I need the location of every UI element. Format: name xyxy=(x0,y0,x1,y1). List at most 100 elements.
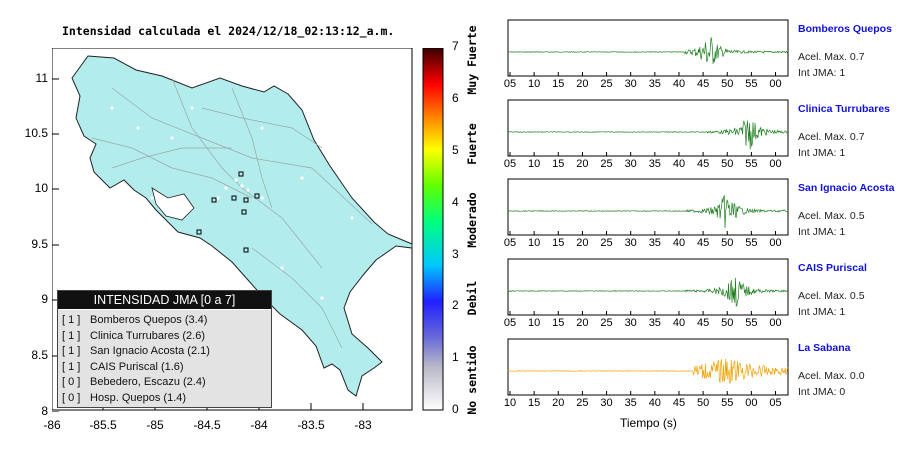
waveform-tick-label: 55 xyxy=(721,397,734,409)
legend-station-name: Hosp. Quepos (1.4) xyxy=(87,391,187,404)
waveform-tick-label: 50 xyxy=(721,317,734,329)
waveform-tick-label: 10 xyxy=(503,397,517,409)
station-jma-intensity: Int JMA: 0 xyxy=(798,386,846,398)
map-x-tick-label: -85 xyxy=(146,418,164,432)
legend-row: [ 0 ] Bebedero, Escazu (2.4) xyxy=(62,375,271,391)
waveform-tick-label: 35 xyxy=(648,78,661,90)
waveform-tick-label: 45 xyxy=(696,78,710,90)
waveform-tick-label: 05 xyxy=(503,78,517,90)
waveform-tick-label: 30 xyxy=(624,78,637,90)
waveform-tick-label: 05 xyxy=(503,237,517,249)
map-y-tick-label: 8 xyxy=(41,404,48,418)
station-name: Bomberos Quepos xyxy=(798,23,892,35)
map-title: Intensidad calculada el 2024/12/18_02:13… xyxy=(62,24,395,38)
colorbar-tick-label: 3 xyxy=(452,246,459,261)
waveform-tick-label: 15 xyxy=(528,397,541,409)
colorbar-category-label: Debil xyxy=(465,280,479,316)
map-y-tick-label: 8.5 xyxy=(31,348,48,362)
waveform-tick-label: 25 xyxy=(600,158,613,170)
costa-rica-landmass xyxy=(71,55,413,397)
station-name: La Sabana xyxy=(798,342,851,354)
map-y-tick-label: 9 xyxy=(41,292,48,306)
waveform-tick-label: 30 xyxy=(624,237,637,249)
map-x-tick-label: -84 xyxy=(250,418,268,432)
station-name: Clinica Turrubares xyxy=(798,103,890,115)
waveform-tick-label: 05 xyxy=(503,317,517,329)
waveform-tick-label: 40 xyxy=(672,317,686,329)
waveform-tick-label: 05 xyxy=(769,397,782,409)
waveform-tick-label: 20 xyxy=(576,78,589,90)
waveform-tick-label: 25 xyxy=(600,317,613,329)
colorbar-category-label: No sentido xyxy=(465,345,479,415)
station-info: Bomberos Quepos Acel. Max. 0.7 Int JMA: 1 xyxy=(798,23,892,81)
station-marker xyxy=(254,193,260,199)
waveform-tick-label: 15 xyxy=(552,317,565,329)
legend-station-name: San Ignacio Acosta (2.1) xyxy=(87,345,210,357)
legend-header: INTENSIDAD JMA [0 a 7] xyxy=(58,291,271,309)
waveform-panels xyxy=(507,19,789,396)
waveform-frame xyxy=(507,19,789,77)
waveform-tick-label: 45 xyxy=(672,397,686,409)
station-acceleration: Acel. Max. 0.5 xyxy=(798,290,865,302)
station-jma-intensity: Int JMA: 1 xyxy=(798,147,846,159)
intensity-legend: INTENSIDAD JMA [0 a 7] [ 1 ] Bomberos Qu… xyxy=(57,290,272,408)
waveform-tick-label: 55 xyxy=(745,158,758,170)
legend-jma-value: [ 0 ] xyxy=(62,376,81,388)
legend-row: [ 0 ] Hosp. Quepos (1.4) xyxy=(62,391,271,407)
waveform-tick-label: 10 xyxy=(528,317,541,329)
province-borders xyxy=(91,77,373,349)
waveform-tick-label: 50 xyxy=(721,237,734,249)
waveform-tick-label: 00 xyxy=(745,397,758,409)
waveform-panel xyxy=(507,99,789,157)
station-marker xyxy=(238,171,244,177)
map-x-tick-label: -84.5 xyxy=(193,418,221,432)
waveform-trace xyxy=(507,120,789,150)
waveform-tick-label: 15 xyxy=(552,158,565,170)
station-marker xyxy=(231,195,237,201)
waveform-tick-label: 20 xyxy=(576,317,589,329)
waveform-tick-label: 25 xyxy=(600,78,613,90)
waveform-tick-label: 10 xyxy=(528,78,541,90)
waveform-tick-label: 00 xyxy=(769,158,782,170)
waveform-tick-label: 55 xyxy=(745,78,758,90)
map-x-tick-label: -85.5 xyxy=(89,418,117,432)
legend-station-name: CAIS Puriscal (1.6) xyxy=(87,360,184,373)
station-jma-intensity: Int JMA: 1 xyxy=(798,226,846,238)
station-marker xyxy=(211,197,217,203)
waveform-tick-label: 25 xyxy=(576,397,589,409)
waveform-panel xyxy=(507,178,789,236)
waveform-tick-label: 30 xyxy=(624,317,637,329)
waveform-panel xyxy=(507,258,789,316)
waveform-tick-label: 40 xyxy=(648,397,661,409)
station-info: San Ignacio Acosta Acel. Max. 0.5 Int JMA:… xyxy=(798,182,894,240)
station-name: San Ignacio Acosta xyxy=(798,182,895,194)
waveform-tick-label: 30 xyxy=(624,158,637,170)
legend-row: [ 1 ] CAIS Puriscal (1.6) xyxy=(62,360,271,376)
station-marker xyxy=(243,197,249,203)
legend-station-name: Bomberos Quepos (3.4) xyxy=(87,314,208,326)
waveform-tick-label: 35 xyxy=(624,397,637,409)
waveform-trace xyxy=(508,37,789,64)
legend-row: [ 1 ] Bomberos Quepos (3.4) xyxy=(62,313,271,329)
waveform-tick-label: 15 xyxy=(552,237,565,249)
waveform-tick-label: 05 xyxy=(503,158,517,170)
waveform-tick-label: 25 xyxy=(600,237,613,249)
waveform-tick-label: 00 xyxy=(769,317,782,329)
colorbar-tick-label: 7 xyxy=(452,39,459,54)
waveform-tick-label: 40 xyxy=(672,237,686,249)
city-dots xyxy=(110,106,354,300)
waveform-tick-label: 45 xyxy=(696,317,710,329)
map-x-tick-label: -83.5 xyxy=(297,418,325,432)
waveform-tick-label: 50 xyxy=(721,78,734,90)
waveform-frame xyxy=(507,99,789,157)
colorbar-tick-label: 2 xyxy=(452,298,459,313)
station-acceleration: Acel. Max. 0.7 xyxy=(798,131,865,143)
waveform-tick-label: 00 xyxy=(769,78,782,90)
map-y-tick-label: 11 xyxy=(35,71,48,85)
waveform-tick-label: 35 xyxy=(648,237,661,249)
colorbar-tick-label: 0 xyxy=(452,402,459,416)
colorbar-tick-label: 1 xyxy=(452,350,459,365)
colorbar-tick-label: 4 xyxy=(452,194,459,209)
waveform-tick-label: 40 xyxy=(672,78,686,90)
legend-station-name: Bebedero, Escazu (2.4) xyxy=(87,376,206,388)
